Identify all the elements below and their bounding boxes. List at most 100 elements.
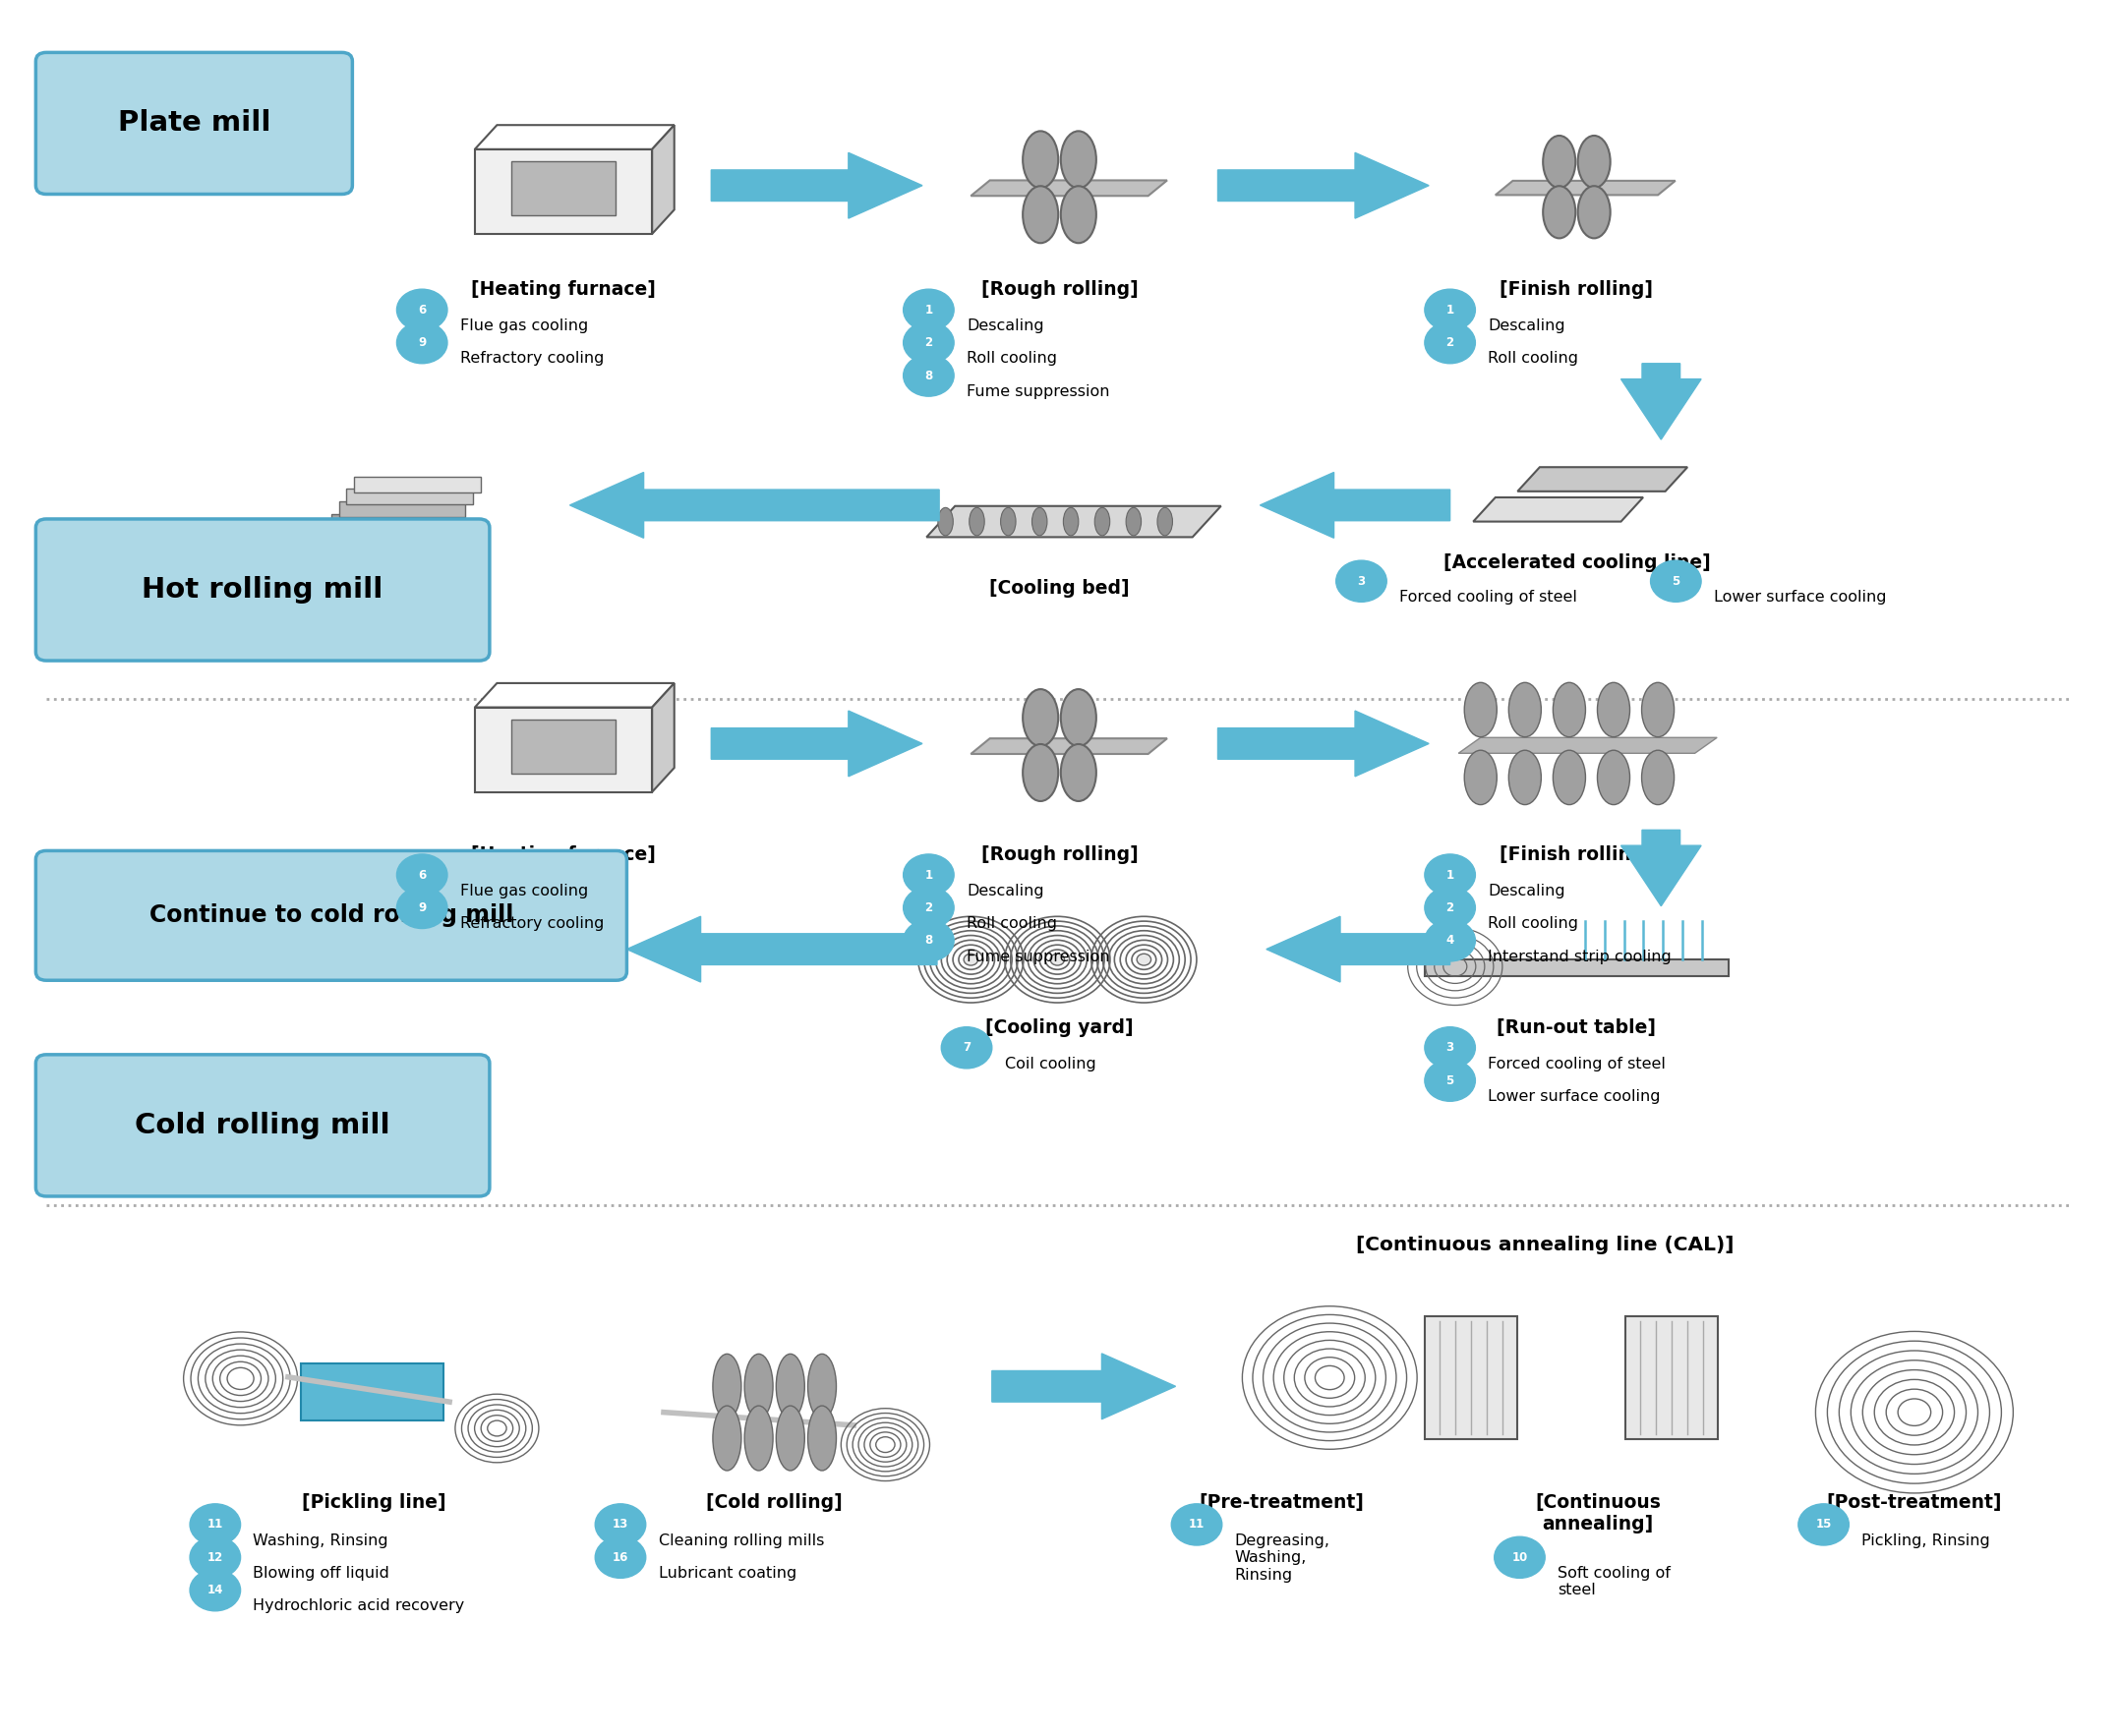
Circle shape (941, 1028, 992, 1068)
Text: [Continuous
annealing]: [Continuous annealing] (1534, 1493, 1661, 1535)
Text: 1: 1 (1445, 304, 1454, 316)
Circle shape (1136, 953, 1151, 965)
Circle shape (964, 953, 979, 965)
Circle shape (903, 354, 954, 396)
Text: Continue to cold rolling mill: Continue to cold rolling mill (148, 904, 513, 927)
Text: 3: 3 (1358, 575, 1365, 587)
Circle shape (191, 1536, 242, 1578)
Text: 2: 2 (924, 337, 932, 349)
Ellipse shape (1023, 186, 1057, 243)
Ellipse shape (744, 1354, 773, 1418)
Circle shape (1424, 920, 1475, 962)
Text: Cleaning rolling mills: Cleaning rolling mills (659, 1533, 824, 1549)
Text: 10: 10 (1511, 1550, 1528, 1564)
Text: Descaling: Descaling (1488, 884, 1566, 898)
Ellipse shape (1064, 507, 1079, 536)
Circle shape (396, 290, 447, 330)
Ellipse shape (712, 1406, 742, 1470)
Text: 9: 9 (417, 901, 426, 915)
Polygon shape (1458, 738, 1716, 753)
Text: [Finish rolling]: [Finish rolling] (1500, 281, 1653, 299)
Polygon shape (992, 1354, 1176, 1418)
Text: Flue gas cooling: Flue gas cooling (460, 319, 589, 333)
Circle shape (903, 920, 954, 962)
Polygon shape (971, 738, 1168, 753)
Polygon shape (475, 125, 674, 149)
Circle shape (595, 1536, 646, 1578)
Ellipse shape (1062, 132, 1096, 187)
Polygon shape (475, 149, 653, 234)
Ellipse shape (712, 1354, 742, 1418)
Text: Forced cooling of steel: Forced cooling of steel (1488, 1055, 1666, 1071)
Circle shape (1424, 321, 1475, 363)
Text: Coil cooling: Coil cooling (1004, 1055, 1096, 1071)
Text: [Accelerated cooling line]: [Accelerated cooling line] (1443, 554, 1710, 573)
Ellipse shape (744, 1406, 773, 1470)
Polygon shape (570, 472, 939, 538)
Text: 14: 14 (208, 1583, 222, 1597)
Text: [Heating furnace]: [Heating furnace] (470, 845, 655, 865)
Text: [Finish rolling]: [Finish rolling] (1500, 845, 1653, 865)
Circle shape (1172, 1503, 1223, 1545)
Circle shape (191, 1569, 242, 1611)
Text: Degreasing,
Washing,
Rinsing: Degreasing, Washing, Rinsing (1235, 1533, 1331, 1581)
Ellipse shape (1125, 507, 1142, 536)
Ellipse shape (1032, 507, 1047, 536)
Ellipse shape (1062, 745, 1096, 800)
Text: 5: 5 (1672, 575, 1680, 587)
Text: 1: 1 (1445, 868, 1454, 882)
Text: [Pre-treatment]: [Pre-treatment] (1199, 1493, 1365, 1512)
Text: [Post-treatment]: [Post-treatment] (1827, 1493, 2002, 1512)
Text: 7: 7 (962, 1042, 971, 1054)
Text: [Cold rolling]: [Cold rolling] (706, 1493, 843, 1512)
Ellipse shape (776, 1406, 805, 1470)
Circle shape (595, 1503, 646, 1545)
FancyBboxPatch shape (36, 52, 352, 194)
Text: 16: 16 (612, 1550, 629, 1564)
Circle shape (396, 854, 447, 896)
Text: [Rough rolling]: [Rough rolling] (981, 845, 1138, 865)
Ellipse shape (1598, 682, 1630, 738)
Circle shape (396, 321, 447, 363)
Polygon shape (1261, 472, 1449, 538)
Text: Descaling: Descaling (966, 884, 1045, 898)
Polygon shape (354, 476, 481, 491)
Ellipse shape (1464, 750, 1496, 806)
Ellipse shape (968, 507, 985, 536)
Circle shape (903, 321, 954, 363)
Circle shape (1651, 561, 1702, 602)
Polygon shape (1267, 917, 1449, 983)
Text: Soft cooling of
steel: Soft cooling of steel (1557, 1566, 1670, 1597)
Text: 1: 1 (924, 868, 932, 882)
Text: [Cooling bed]: [Cooling bed] (990, 580, 1129, 599)
Polygon shape (331, 514, 458, 529)
Text: Flue gas cooling: Flue gas cooling (460, 884, 589, 898)
Text: Lubricant coating: Lubricant coating (659, 1566, 797, 1581)
Text: Lower surface cooling: Lower surface cooling (1714, 590, 1886, 604)
Text: 13: 13 (612, 1519, 629, 1531)
Ellipse shape (1598, 750, 1630, 806)
FancyBboxPatch shape (36, 851, 627, 981)
Polygon shape (712, 710, 922, 776)
FancyBboxPatch shape (1426, 1316, 1517, 1439)
Text: Descaling: Descaling (966, 319, 1045, 333)
Ellipse shape (1023, 745, 1057, 800)
Text: 8: 8 (924, 370, 932, 382)
Polygon shape (1218, 710, 1428, 776)
Text: Roll cooling: Roll cooling (966, 917, 1057, 930)
FancyBboxPatch shape (301, 1363, 443, 1420)
Polygon shape (926, 505, 1221, 536)
Text: 6: 6 (417, 304, 426, 316)
Polygon shape (1517, 467, 1687, 491)
Ellipse shape (1543, 135, 1577, 187)
Ellipse shape (1553, 682, 1585, 738)
Text: Forced cooling of steel: Forced cooling of steel (1399, 590, 1577, 604)
Text: [Cooling yard]: [Cooling yard] (985, 1019, 1134, 1036)
FancyBboxPatch shape (513, 719, 615, 774)
Circle shape (1335, 561, 1386, 602)
Ellipse shape (1509, 682, 1541, 738)
Ellipse shape (1543, 186, 1577, 238)
Polygon shape (712, 153, 922, 219)
Ellipse shape (1062, 186, 1096, 243)
Ellipse shape (1642, 750, 1674, 806)
